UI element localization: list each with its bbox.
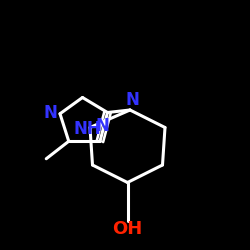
- Text: N: N: [44, 104, 58, 122]
- Text: N: N: [126, 91, 140, 109]
- Text: OH: OH: [112, 220, 142, 238]
- Text: NH: NH: [74, 120, 102, 138]
- Text: N: N: [96, 117, 110, 135]
